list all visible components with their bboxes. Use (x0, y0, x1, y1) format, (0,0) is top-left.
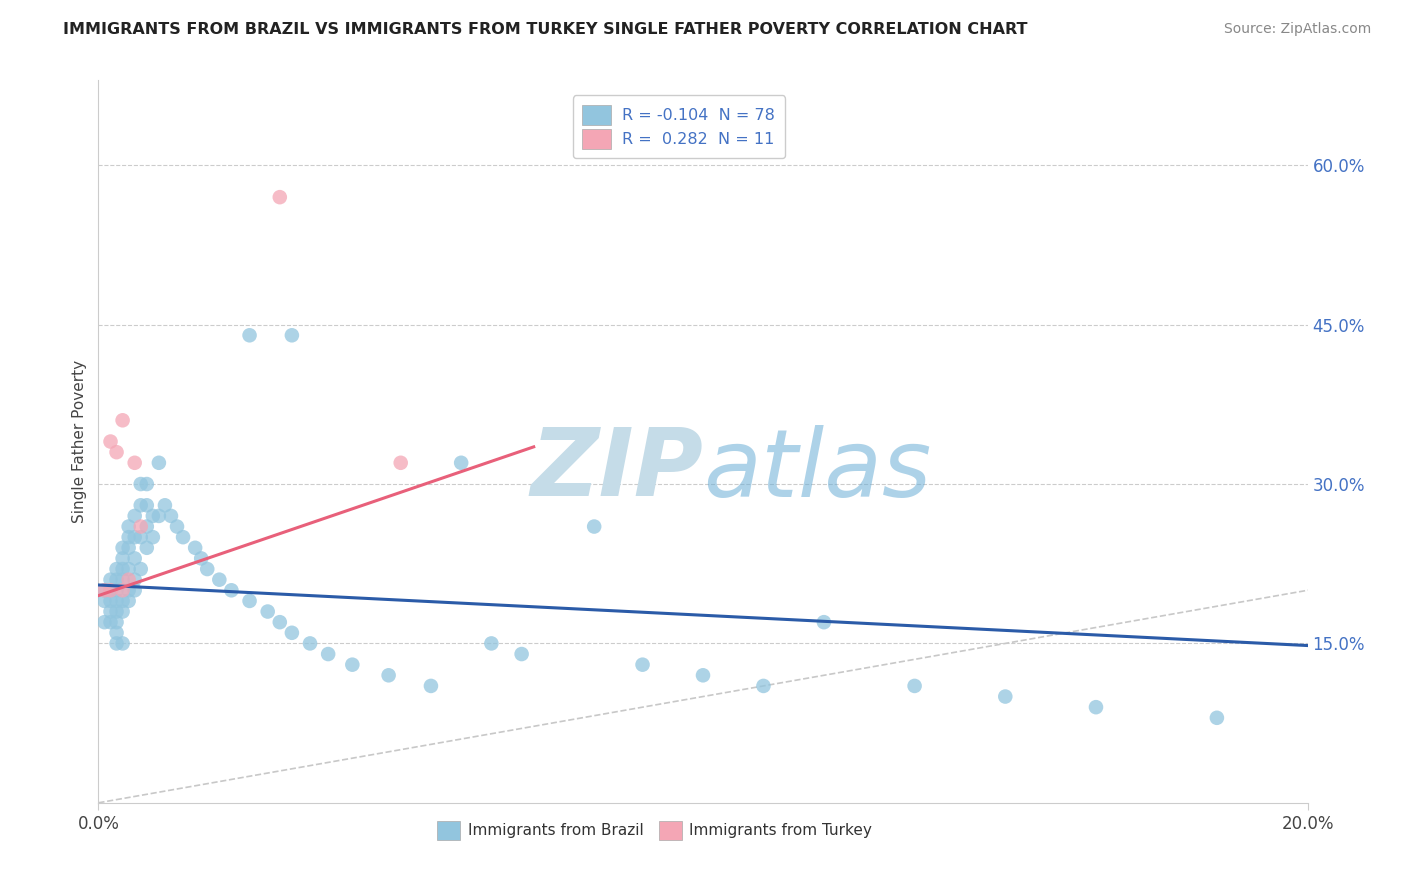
Point (124, 583, 146, 598)
Point (377, 668, 399, 682)
Point (105, 636, 128, 650)
Point (100, 583, 122, 598)
Point (269, 190, 291, 204)
Point (100, 605, 122, 619)
Point (129, 519, 152, 533)
Point (631, 657, 654, 672)
Point (813, 615, 835, 630)
Point (172, 530, 194, 544)
Point (166, 519, 188, 533)
Point (153, 498, 176, 512)
Point (105, 573, 128, 587)
Point (389, 456, 412, 470)
Point (105, 605, 128, 619)
Point (239, 328, 262, 343)
Point (111, 594, 134, 608)
Point (129, 498, 152, 512)
Point (208, 573, 231, 587)
Point (124, 508, 146, 523)
Point (221, 583, 243, 598)
Point (118, 519, 141, 533)
Point (510, 647, 533, 661)
Point (692, 668, 714, 682)
Point (111, 583, 134, 598)
Point (111, 573, 134, 587)
Point (342, 657, 364, 672)
Point (105, 615, 128, 630)
Point (124, 551, 146, 566)
Point (124, 530, 146, 544)
Point (239, 594, 262, 608)
Legend: Immigrants from Brazil, Immigrants from Turkey: Immigrants from Brazil, Immigrants from … (432, 815, 879, 846)
Point (111, 551, 134, 566)
Point (135, 477, 157, 491)
Point (129, 477, 152, 491)
Point (450, 456, 472, 470)
Point (105, 594, 128, 608)
Text: atlas: atlas (703, 425, 931, 516)
Point (118, 594, 141, 608)
Point (100, 434, 122, 449)
Point (256, 605, 278, 619)
Point (1206, 711, 1229, 725)
Point (111, 562, 134, 576)
Point (129, 562, 152, 576)
Point (135, 498, 157, 512)
Point (100, 573, 122, 587)
Point (135, 519, 157, 533)
Point (124, 456, 146, 470)
Point (190, 551, 212, 566)
Point (129, 530, 152, 544)
Point (124, 573, 146, 587)
Point (160, 508, 183, 523)
Point (420, 679, 443, 693)
Point (148, 508, 170, 523)
Y-axis label: Single Father Poverty: Single Father Poverty (72, 360, 87, 523)
Point (100, 583, 122, 598)
Point (752, 679, 775, 693)
Point (904, 679, 927, 693)
Text: IMMIGRANTS FROM BRAZIL VS IMMIGRANTS FROM TURKEY SINGLE FATHER POVERTY CORRELATI: IMMIGRANTS FROM BRAZIL VS IMMIGRANTS FRO… (63, 22, 1028, 37)
Point (105, 562, 128, 576)
Point (316, 647, 339, 661)
Point (299, 636, 322, 650)
Point (105, 625, 128, 640)
Point (135, 541, 157, 555)
Point (142, 530, 165, 544)
Point (111, 413, 134, 427)
Text: Source: ZipAtlas.com: Source: ZipAtlas.com (1223, 22, 1371, 37)
Point (111, 636, 134, 650)
Point (118, 541, 141, 555)
Point (281, 328, 304, 343)
Point (100, 594, 122, 608)
Point (583, 519, 606, 533)
Point (118, 562, 141, 576)
Text: ZIP: ZIP (530, 425, 703, 516)
Point (481, 636, 503, 650)
Point (1085, 700, 1108, 714)
Point (100, 615, 122, 630)
Point (281, 625, 304, 640)
Point (93, 583, 115, 598)
Point (118, 583, 141, 598)
Point (195, 562, 218, 576)
Point (105, 445, 128, 459)
Point (269, 615, 291, 630)
Point (93, 615, 115, 630)
Point (118, 530, 141, 544)
Point (118, 573, 141, 587)
Point (142, 508, 165, 523)
Point (105, 583, 128, 598)
Point (184, 541, 207, 555)
Point (93, 594, 115, 608)
Point (93, 583, 115, 598)
Point (148, 456, 170, 470)
Point (994, 690, 1017, 704)
Point (111, 541, 134, 555)
Point (111, 605, 134, 619)
